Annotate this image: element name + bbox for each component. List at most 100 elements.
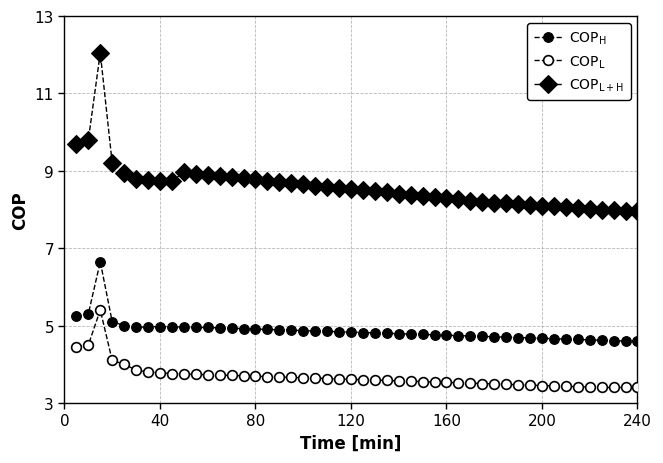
COP$_\mathregular{L}$ [144,369,152,375]
COP$_\mathregular{L+H}$ [132,176,140,182]
COP$_\mathregular{H}$ [287,328,295,333]
COP$_\mathregular{H}$ [215,325,223,331]
COP$_\mathregular{H}$ [394,331,402,337]
COP$_\mathregular{L}$ [406,379,414,384]
COP$_\mathregular{H}$ [108,319,116,325]
COP$_\mathregular{H}$ [478,334,486,339]
COP$_\mathregular{H}$ [502,335,510,340]
COP$_\mathregular{H}$ [263,327,271,332]
COP$_\mathregular{L+H}$ [454,197,462,203]
COP$_\mathregular{L}$ [180,371,188,377]
COP$_\mathregular{L}$ [299,375,307,381]
COP$_\mathregular{H}$ [156,324,164,330]
COP$_\mathregular{H}$ [251,326,259,332]
COP$_\mathregular{L}$ [550,383,558,389]
Line: COP$_\mathregular{L+H}$: COP$_\mathregular{L+H}$ [70,48,644,218]
COP$_\mathregular{H}$ [430,332,438,338]
COP$_\mathregular{H}$ [442,333,450,338]
COP$_\mathregular{H}$ [311,328,319,334]
COP$_\mathregular{L+H}$ [573,206,581,211]
COP$_\mathregular{L+H}$ [633,209,641,214]
COP$_\mathregular{L+H}$ [156,178,164,184]
COP$_\mathregular{H}$ [335,329,343,335]
COP$_\mathregular{L}$ [84,342,92,348]
COP$_\mathregular{L}$ [215,372,223,378]
COP$_\mathregular{L+H}$ [609,208,617,213]
COP$_\mathregular{L+H}$ [490,200,498,206]
COP$_\mathregular{L+H}$ [526,203,534,208]
COP$_\mathregular{L}$ [538,383,546,388]
COP$_\mathregular{L}$ [251,374,259,379]
COP$_\mathregular{L+H}$ [72,142,80,147]
COP$_\mathregular{L}$ [633,385,641,390]
COP$_\mathregular{L}$ [227,373,235,378]
COP$_\mathregular{L}$ [96,307,104,313]
COP$_\mathregular{L+H}$ [204,173,211,178]
COP$_\mathregular{H}$ [168,324,176,330]
COP$_\mathregular{L+H}$ [108,161,116,167]
COP$_\mathregular{L+H}$ [239,176,247,181]
COP$_\mathregular{L+H}$ [335,186,343,192]
COP$_\mathregular{H}$ [371,331,379,336]
COP$_\mathregular{L+H}$ [299,182,307,188]
COP$_\mathregular{H}$ [490,334,498,340]
COP$_\mathregular{L+H}$ [621,208,629,214]
Line: COP$_\mathregular{H}$: COP$_\mathregular{H}$ [72,257,642,346]
COP$_\mathregular{L+H}$ [144,178,152,183]
COP$_\mathregular{L+H}$ [514,202,522,207]
COP$_\mathregular{L}$ [335,376,343,382]
COP$_\mathregular{H}$ [359,330,367,336]
COP$_\mathregular{L}$ [514,382,522,388]
COP$_\mathregular{L+H}$ [442,196,450,202]
COP$_\mathregular{L+H}$ [550,204,558,210]
COP$_\mathregular{L}$ [132,368,140,373]
COP$_\mathregular{L+H}$ [347,187,355,193]
COP$_\mathregular{H}$ [609,338,617,344]
COP$_\mathregular{L}$ [239,373,247,379]
COP$_\mathregular{L}$ [287,375,295,380]
COP$_\mathregular{L}$ [263,374,271,380]
COP$_\mathregular{L+H}$ [478,200,486,205]
COP$_\mathregular{L+H}$ [597,207,605,213]
COP$_\mathregular{L}$ [490,382,498,387]
COP$_\mathregular{L+H}$ [192,171,200,177]
X-axis label: Time [min]: Time [min] [300,434,402,452]
COP$_\mathregular{L}$ [156,370,164,375]
COP$_\mathregular{L+H}$ [120,170,128,176]
COP$_\mathregular{L}$ [466,381,474,386]
COP$_\mathregular{L}$ [418,379,426,385]
COP$_\mathregular{H}$ [538,336,546,341]
COP$_\mathregular{L}$ [192,372,200,377]
COP$_\mathregular{L+H}$ [263,178,271,184]
COP$_\mathregular{H}$ [383,331,391,336]
COP$_\mathregular{L}$ [573,384,581,389]
COP$_\mathregular{H}$ [239,326,247,332]
COP$_\mathregular{L+H}$ [323,185,331,190]
COP$_\mathregular{H}$ [72,313,80,319]
COP$_\mathregular{L+H}$ [359,188,367,194]
COP$_\mathregular{H}$ [132,325,140,331]
COP$_\mathregular{L}$ [442,380,450,385]
COP$_\mathregular{H}$ [418,332,426,338]
COP$_\mathregular{L+H}$ [311,183,319,189]
COP$_\mathregular{H}$ [144,324,152,330]
COP$_\mathregular{L+H}$ [466,199,474,204]
COP$_\mathregular{L+H}$ [287,181,295,186]
COP$_\mathregular{H}$ [550,336,558,342]
Y-axis label: COP: COP [11,191,29,229]
COP$_\mathregular{L}$ [371,377,379,383]
COP$_\mathregular{L+H}$ [371,189,379,195]
COP$_\mathregular{L}$ [621,385,629,390]
COP$_\mathregular{L+H}$ [394,192,402,197]
COP$_\mathregular{H}$ [323,329,331,334]
COP$_\mathregular{L}$ [168,371,176,376]
COP$_\mathregular{H}$ [526,335,534,341]
COP$_\mathregular{H}$ [466,333,474,339]
COP$_\mathregular{L}$ [609,385,617,390]
COP$_\mathregular{H}$ [633,338,641,344]
COP$_\mathregular{L}$ [478,381,486,387]
COP$_\mathregular{L+H}$ [406,193,414,198]
COP$_\mathregular{L+H}$ [275,180,283,185]
COP$_\mathregular{L+H}$ [562,205,570,211]
COP$_\mathregular{L+H}$ [96,51,104,56]
